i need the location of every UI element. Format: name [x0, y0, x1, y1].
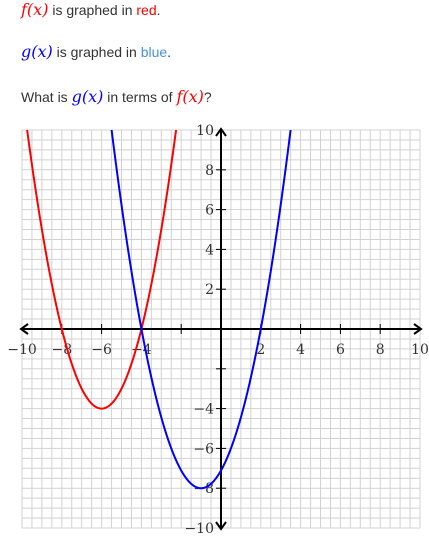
g-curve [110, 130, 292, 490]
g-desc-text: is graphed in [52, 44, 141, 60]
y-tick-label: 10 [196, 123, 214, 139]
f-name: f(x) [21, 0, 49, 19]
y-tick-label: −4 [193, 402, 214, 418]
f-description: f(x) is graphed in red. [21, 0, 161, 19]
f-curve [26, 130, 178, 410]
y-tick-label: −6 [193, 441, 214, 457]
question-end: ? [203, 89, 212, 105]
question-g: g(x) [71, 87, 104, 106]
g-description: g(x) is graphed in blue. [21, 42, 171, 61]
y-tick-label: 4 [205, 242, 214, 258]
y-tick-label: −10 [184, 521, 214, 536]
g-color-word: blue [140, 44, 168, 60]
x-tick-label: −6 [91, 342, 112, 358]
f-color-word: red [136, 2, 157, 18]
question-f: f(x) [176, 87, 204, 106]
g-desc-end: . [167, 44, 172, 60]
x-tick-label: −10 [7, 342, 37, 358]
x-axis-arrow-right [413, 323, 423, 335]
y-tick-label: 8 [205, 163, 214, 179]
g-name: g(x) [21, 42, 53, 61]
y-axis-arrow-up [215, 127, 227, 137]
x-tick-label: 4 [296, 342, 305, 358]
x-tick-label: 10 [411, 342, 429, 358]
question: What is g(x) in terms of f(x)? [21, 87, 212, 106]
f-desc-end: . [156, 2, 161, 18]
y-tick-label: 6 [205, 203, 214, 219]
x-tick-label: 8 [376, 342, 385, 358]
y-tick-label: 2 [205, 282, 214, 298]
y-axis-arrow-down [215, 521, 227, 531]
question-mid: in terms of [103, 89, 177, 105]
x-axis-arrow-left [19, 323, 29, 335]
question-pre: What is [21, 89, 72, 105]
f-desc-text: is graphed in [48, 2, 137, 18]
x-tick-label: 2 [256, 342, 265, 358]
x-tick-label: 6 [336, 342, 345, 358]
